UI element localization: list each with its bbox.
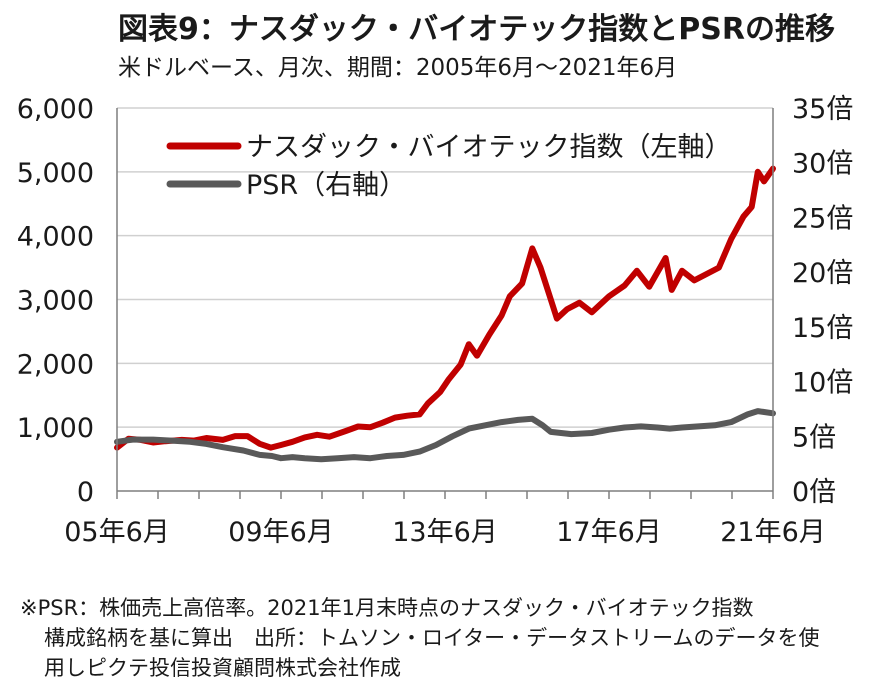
y-left-tick-label: 3,000 (17, 286, 94, 317)
legend-label: PSR（右軸） (246, 170, 406, 201)
psr-series-line (114, 408, 776, 463)
x-tick-label: 17年6月 (556, 517, 662, 548)
x-tick-label: 09年6月 (228, 517, 334, 548)
tick-labels: 0 1,000 2,000 3,000 4,000 5,000 6,000 0倍 5倍 10倍 15… (17, 94, 854, 548)
y-right-tick-label: 10倍 (792, 368, 853, 399)
y-right-tick-label: 35倍 (792, 94, 853, 125)
y-left-tick-label: 4,000 (17, 222, 94, 253)
footnote-line-3: 用しピクテ投信投資顧問株式会社作成 (44, 656, 401, 680)
chart-subtitle: 米ドルベース、月次、期間：2005年6月～2021年6月 (118, 55, 678, 81)
y-left-tick-label: 1,000 (17, 413, 94, 444)
y-left-tick-label: 2,000 (17, 349, 94, 380)
y-right-tick-label: 0倍 (792, 477, 836, 508)
index-series-line (114, 165, 776, 451)
y-right-tick-label: 20倍 (792, 258, 853, 289)
y-left-tick-label: 6,000 (17, 94, 94, 125)
y-left-tick-label: 5,000 (17, 158, 94, 189)
axes (116, 108, 774, 499)
y-right-tick-label: 25倍 (792, 203, 853, 234)
y-right-tick-label: 5倍 (792, 422, 836, 453)
x-tick-label: 05年6月 (64, 517, 170, 548)
x-tick-label: 13年6月 (392, 517, 498, 548)
legend: ナスダック・バイオテック指数（左軸） PSR（右軸） (166, 132, 731, 201)
chart-title: 図表9：ナスダック・バイオテック指数とPSRの推移 (118, 12, 835, 47)
footnote-line-1: ※PSR：株価売上高倍率。2021年1月末時点のナスダック・バイオテック指数 (20, 596, 754, 620)
y-right-tick-label: 30倍 (792, 149, 853, 180)
y-right-tick-label: 15倍 (792, 313, 853, 344)
legend-label: ナスダック・バイオテック指数（左軸） (246, 132, 731, 163)
footnote-line-2: 構成銘柄を基に算出 出所：トムソン・ロイター・データストリームのデータを使 (44, 626, 820, 650)
x-tick-label: 21年6月 (720, 517, 826, 548)
series-lines (114, 165, 776, 463)
y-left-tick-label: 0 (77, 477, 94, 508)
grid-lines (117, 107, 773, 428)
